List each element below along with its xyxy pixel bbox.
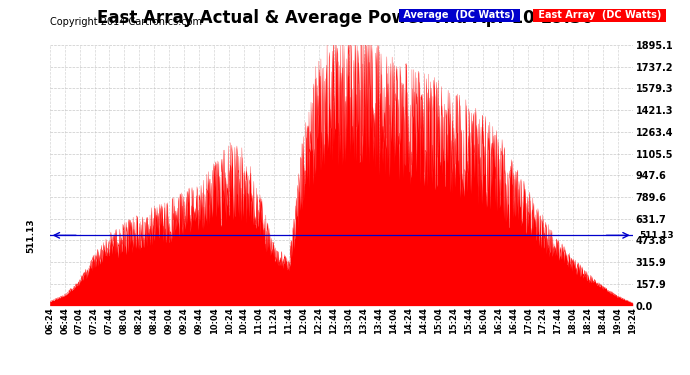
Text: 511.13: 511.13: [640, 231, 674, 240]
Text: 511.13: 511.13: [26, 218, 35, 253]
Text: Copyright 2014 Cartronics.com: Copyright 2014 Cartronics.com: [50, 17, 201, 27]
Text: East Array Actual & Average Power Thu Apr 10 19:30: East Array Actual & Average Power Thu Ap…: [97, 9, 593, 27]
Text: East Array  (DC Watts): East Array (DC Watts): [535, 10, 664, 21]
Text: Average  (DC Watts): Average (DC Watts): [400, 10, 518, 21]
